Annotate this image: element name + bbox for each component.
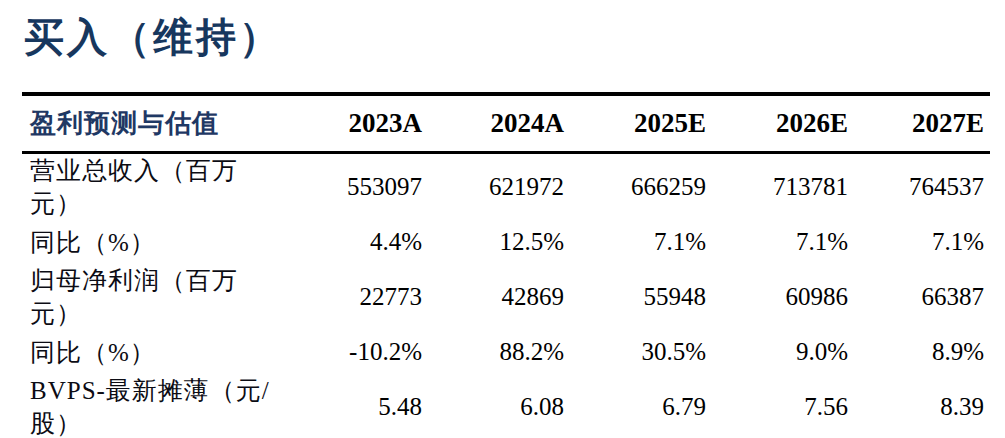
cell-value: 713781 [706,153,848,221]
cell-value: 764537 [848,153,990,221]
cell-value: 66387 [848,264,990,330]
table-header-row: 盈利预测与估值 2023A 2024A 2025E 2026E 2027E [22,94,990,153]
cell-value: 12.5% [422,220,564,264]
table-row-net-profit: 归母净利润（百万元） 22773 42869 55948 60986 66387 [22,264,990,330]
cell-value: -10.2% [280,330,422,374]
cell-value: 4.4% [280,220,422,264]
column-header-2023a: 2023A [280,94,422,153]
cell-value: 9.0% [706,330,848,374]
cell-value: 7.1% [564,220,706,264]
cell-value: 666259 [564,153,706,221]
cell-value: 42869 [422,264,564,330]
cell-value: 6.79 [564,374,706,438]
cell-value: 6.08 [422,374,564,438]
cell-value: 60986 [706,264,848,330]
row-label: 归母净利润（百万元） [22,264,280,330]
column-header-2026e: 2026E [706,94,848,153]
cell-value: 8.39 [848,374,990,438]
table-row-bvps: BVPS-最新摊薄（元/股） 5.48 6.08 6.79 7.56 8.39 [22,374,990,438]
column-header-2024a: 2024A [422,94,564,153]
cell-value: 8.9% [848,330,990,374]
row-label: 同比（%） [22,330,280,374]
rating-title: 买入（维持） [24,14,1005,62]
cell-value: 7.1% [848,220,990,264]
row-label: BVPS-最新摊薄（元/股） [22,374,280,438]
cell-value: 7.1% [706,220,848,264]
table-row-total-revenue: 营业总收入（百万元） 553097 621972 666259 713781 7… [22,153,990,221]
cell-value: 5.48 [280,374,422,438]
cell-value: 621972 [422,153,564,221]
column-header-2025e: 2025E [564,94,706,153]
cell-value: 22773 [280,264,422,330]
cell-value: 30.5% [564,330,706,374]
cell-value: 7.56 [706,374,848,438]
cell-value: 553097 [280,153,422,221]
row-label: 同比（%） [22,220,280,264]
table-row-profit-yoy: 同比（%） -10.2% 88.2% 30.5% 9.0% 8.9% [22,330,990,374]
cell-value: 55948 [564,264,706,330]
cell-value: 88.2% [422,330,564,374]
column-header-2027e: 2027E [848,94,990,153]
report-snippet: 买入（维持） 盈利预测与估值 2023A 2024A 2025E 2026E 2… [0,0,1005,438]
table-row-revenue-yoy: 同比（%） 4.4% 12.5% 7.1% 7.1% 7.1% [22,220,990,264]
row-label: 营业总收入（百万元） [22,153,280,221]
table-header-label: 盈利预测与估值 [22,94,280,153]
forecast-valuation-table: 盈利预测与估值 2023A 2024A 2025E 2026E 2027E 营业… [22,92,990,438]
